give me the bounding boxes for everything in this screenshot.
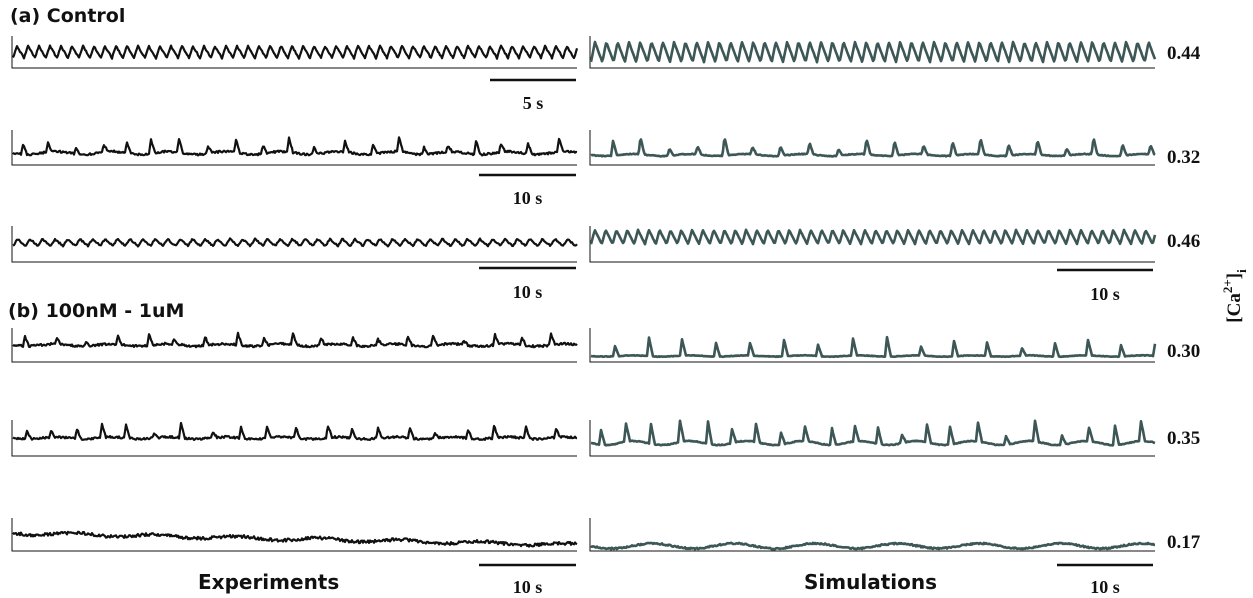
row-2: 0.32 10 s	[11, 130, 1200, 208]
experiment-trace	[12, 136, 578, 157]
amplitude-value: 0.35	[1167, 428, 1200, 449]
simulation-axis	[589, 36, 1155, 69]
simulation-trace	[590, 419, 1156, 447]
scale-bar-label: 10 s	[1090, 284, 1120, 304]
ylabel-sub: i	[1234, 269, 1249, 273]
experiment-trace	[11, 44, 579, 60]
scale-bar-label: 5 s	[523, 93, 544, 113]
experiment-trace	[12, 421, 578, 441]
section-b-title: (b) 100nM - 1uM	[8, 300, 184, 322]
simulation-axis	[589, 130, 1155, 166]
scale-bar-label: 10 s	[513, 188, 543, 208]
simulations-title: Simulations	[804, 570, 937, 594]
row-6: 0.17 10 s 10 s	[11, 518, 1201, 597]
simulation-axis	[589, 518, 1155, 552]
section-a-title: (a) Control	[10, 5, 125, 27]
simulation-axis	[589, 420, 1155, 457]
y-axis-label: [Ca2+]i	[1220, 269, 1249, 323]
experiment-axis	[11, 226, 577, 263]
amplitude-value: 0.30	[1167, 341, 1200, 362]
simulation-axis	[589, 226, 1155, 263]
simulation-trace	[589, 228, 1157, 246]
panels: 0.44 5 s 0.32 10 s 0.46 10 s 10 s 0.30 0.35 0.17 1…	[11, 36, 1201, 597]
ylabel-base: [Ca	[1224, 293, 1245, 323]
row-4: 0.30	[11, 328, 1200, 363]
experiment-axis	[11, 518, 577, 552]
amplitude-value: 0.44	[1167, 43, 1201, 64]
experiment-trace	[12, 331, 578, 349]
ylabel-close: ]	[1224, 273, 1245, 279]
simulation-axis	[589, 328, 1155, 363]
experiments-title: Experiments	[198, 570, 339, 594]
experiment-axis	[11, 36, 577, 69]
simulation-trace	[590, 335, 1157, 359]
simulation-trace	[589, 40, 1157, 64]
svg-text:[Ca2+]i: [Ca2+]i	[1220, 269, 1249, 323]
experiment-trace	[12, 530, 578, 548]
row-1: 0.44 5 s	[11, 36, 1201, 113]
ylabel-sup: 2+	[1220, 279, 1235, 293]
row-3: 0.46 10 s 10 s	[11, 226, 1200, 304]
experiment-axis	[11, 328, 577, 363]
experiment-axis	[11, 130, 577, 166]
simulation-trace	[590, 541, 1156, 551]
simulation-trace	[590, 138, 1156, 158]
scale-bar-label: 10 s	[513, 577, 543, 597]
scale-bar-label: 10 s	[1090, 577, 1120, 597]
row-5: 0.35	[11, 419, 1200, 457]
scale-bar-label: 10 s	[513, 282, 543, 302]
experiment-axis	[11, 420, 577, 457]
amplitude-value: 0.46	[1167, 231, 1200, 252]
experiment-trace	[12, 237, 578, 248]
amplitude-value: 0.17	[1167, 532, 1201, 553]
amplitude-value: 0.32	[1167, 147, 1200, 168]
